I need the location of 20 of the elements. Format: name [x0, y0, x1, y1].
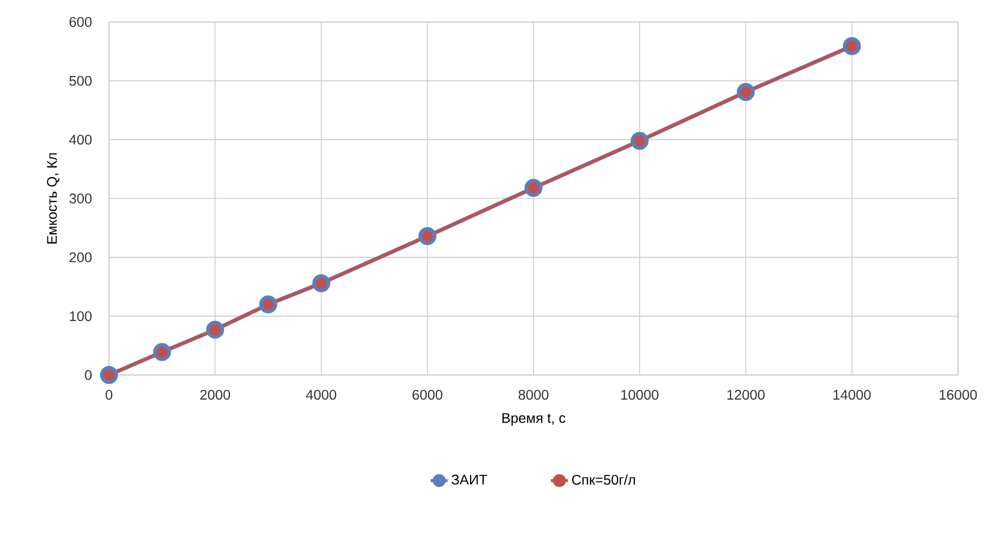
y-axis-title: Емкость Q, Кл — [47, 153, 60, 244]
x-axis-title: Время t, с — [502, 413, 566, 426]
x-tick-label: 10000 — [621, 390, 658, 400]
y-tick-label: 100 — [70, 311, 92, 322]
x-tick-label: 8000 — [518, 390, 548, 400]
x-tick-label: 12000 — [727, 390, 765, 400]
y-tick-label: 200 — [70, 252, 92, 262]
y-tick-label: 400 — [69, 134, 92, 145]
y-tick-label: 500 — [69, 76, 92, 86]
x-tick-label: 6000 — [412, 390, 442, 400]
x-tick-label: 16000 — [940, 390, 977, 400]
x-tick-label: 14000 — [834, 390, 871, 400]
y-tick-label: 600 — [70, 17, 92, 27]
y-tick-label: 300 — [69, 194, 92, 204]
y-tick-label: 0 — [84, 370, 92, 380]
x-tick-label: 4000 — [306, 390, 336, 400]
legend-label: ЗАИТ — [452, 474, 488, 485]
x-tick-label: 0 — [106, 390, 112, 400]
x-tick-label: 2000 — [200, 390, 230, 400]
legend-label: Спк=50г/л — [572, 474, 635, 485]
